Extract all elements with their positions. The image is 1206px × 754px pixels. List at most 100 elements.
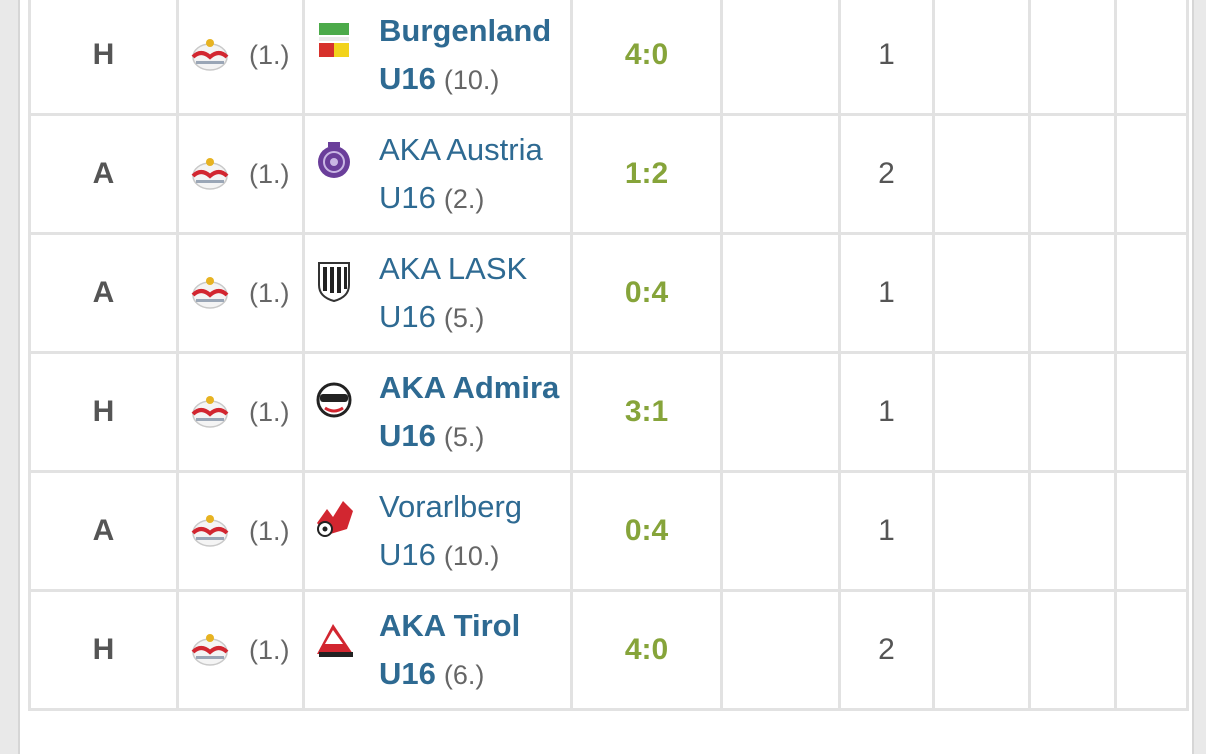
home-team-cell: (1.): [176, 113, 305, 235]
admira-logo-icon[interactable]: [315, 376, 357, 424]
away-team-rank: (10.): [443, 64, 500, 95]
table-row[interactable]: A (1.) AKA Austria U16 (2.): [28, 113, 1189, 235]
burgenland-logo-icon[interactable]: [315, 19, 357, 67]
home-team-cell: (1.): [176, 470, 305, 592]
away-team-link[interactable]: AKA Tirol U16 (6.): [379, 602, 520, 699]
away-team-cell: AKA Austria U16 (2.): [302, 113, 573, 235]
empty-cell: [932, 589, 1031, 711]
number-cell: 2: [838, 589, 935, 711]
empty-cell: [1028, 470, 1117, 592]
home-team-cell: (1.): [176, 589, 305, 711]
match-score[interactable]: 0:4: [624, 276, 669, 309]
empty-cell: [720, 589, 841, 711]
red-bull-salzburg-logo-icon[interactable]: [187, 273, 233, 313]
table-row[interactable]: A (1.) Vorarlberg U16 (10.): [28, 470, 1189, 592]
empty-cell: [720, 232, 841, 354]
austria-logo-icon[interactable]: [315, 138, 357, 186]
vorarlberg-logo-icon[interactable]: [315, 495, 357, 543]
tirol-logo-icon[interactable]: [315, 614, 357, 662]
home-team-rank: (1.): [249, 515, 290, 546]
home-team-cell: (1.): [176, 0, 305, 116]
red-bull-salzburg-logo-icon[interactable]: [187, 511, 233, 551]
home-away-cell: A: [28, 113, 179, 235]
number-cell: 2: [838, 113, 935, 235]
empty-cell: [1114, 0, 1189, 116]
number-cell: 1: [838, 470, 935, 592]
red-bull-salzburg-logo-icon[interactable]: [187, 35, 233, 75]
score-cell[interactable]: 4:0: [570, 0, 723, 116]
home-away-label: A: [92, 157, 115, 190]
score-cell[interactable]: 0:4: [570, 232, 723, 354]
table-row[interactable]: H (1.) Burgenland U16 (10.): [28, 0, 1189, 116]
home-away-label: H: [92, 395, 115, 428]
away-team-link[interactable]: AKA LASK U16 (5.): [379, 245, 527, 342]
away-team-rank: (5.): [443, 302, 485, 333]
empty-cell: [1028, 589, 1117, 711]
away-team-name: AKA Admira: [379, 369, 560, 405]
empty-cell: [720, 113, 841, 235]
red-bull-salzburg-logo-icon[interactable]: [187, 392, 233, 432]
match-table-panel: H (1.) Burgenland U16 (10.): [18, 0, 1194, 754]
away-team-name: AKA Austria: [379, 131, 543, 167]
away-team-link[interactable]: AKA Austria U16 (2.): [379, 126, 543, 223]
number-cell: 1: [838, 351, 935, 473]
away-team-age: U16: [379, 298, 436, 334]
match-score[interactable]: 4:0: [624, 38, 669, 71]
home-away-cell: H: [28, 589, 179, 711]
score-cell[interactable]: 1:2: [570, 113, 723, 235]
table-row[interactable]: H (1.) AKA Admira U16 (5.): [28, 351, 1189, 473]
score-cell[interactable]: 3:1: [570, 351, 723, 473]
away-team-age: U16: [379, 179, 436, 215]
empty-cell: [1028, 351, 1117, 473]
empty-cell: [932, 0, 1031, 116]
empty-cell: [1114, 589, 1189, 711]
match-list-table: H (1.) Burgenland U16 (10.): [28, 0, 1189, 711]
away-team-age: U16: [379, 536, 436, 572]
away-team-link[interactable]: Vorarlberg U16 (10.): [379, 483, 522, 580]
home-team-rank: (1.): [249, 39, 290, 70]
lask-logo-icon[interactable]: [315, 257, 357, 305]
away-team-cell: AKA LASK U16 (5.): [302, 232, 573, 354]
away-team-cell: AKA Tirol U16 (6.): [302, 589, 573, 711]
red-bull-salzburg-logo-icon[interactable]: [187, 154, 233, 194]
empty-cell: [720, 351, 841, 473]
table-row[interactable]: H (1.) AKA Tirol U16 (6.): [28, 589, 1189, 711]
empty-cell: [1114, 232, 1189, 354]
home-team-cell: (1.): [176, 351, 305, 473]
home-away-label: H: [92, 633, 115, 666]
away-team-rank: (10.): [443, 540, 500, 571]
match-score[interactable]: 1:2: [624, 157, 669, 190]
away-team-rank: (5.): [443, 421, 485, 452]
match-score[interactable]: 4:0: [624, 633, 669, 666]
home-away-label: H: [92, 38, 115, 71]
away-team-age: U16: [379, 60, 436, 96]
home-team-rank: (1.): [249, 158, 290, 189]
away-team-cell: Vorarlberg U16 (10.): [302, 470, 573, 592]
number-value: 2: [878, 633, 895, 666]
away-team-link[interactable]: Burgenland U16 (10.): [379, 7, 551, 104]
score-cell[interactable]: 4:0: [570, 589, 723, 711]
empty-cell: [932, 113, 1031, 235]
number-value: 1: [878, 38, 895, 71]
empty-cell: [720, 0, 841, 116]
away-team-name: AKA Tirol: [379, 607, 521, 643]
empty-cell: [932, 470, 1031, 592]
away-team-age: U16: [379, 417, 436, 453]
empty-cell: [720, 470, 841, 592]
home-team-rank: (1.): [249, 396, 290, 427]
match-score[interactable]: 0:4: [624, 514, 669, 547]
red-bull-salzburg-logo-icon[interactable]: [187, 630, 233, 670]
away-team-age: U16: [379, 655, 436, 691]
away-team-name: AKA LASK: [379, 250, 528, 286]
away-team-cell: AKA Admira U16 (5.): [302, 351, 573, 473]
home-team-rank: (1.): [249, 634, 290, 665]
away-team-link[interactable]: AKA Admira U16 (5.): [379, 364, 559, 461]
empty-cell: [1114, 351, 1189, 473]
home-away-label: A: [92, 276, 115, 309]
score-cell[interactable]: 0:4: [570, 470, 723, 592]
match-score[interactable]: 3:1: [624, 395, 669, 428]
home-team-cell: (1.): [176, 232, 305, 354]
home-away-label: A: [92, 514, 115, 547]
table-row[interactable]: A (1.) AKA LASK U16 (5.): [28, 232, 1189, 354]
empty-cell: [1028, 113, 1117, 235]
